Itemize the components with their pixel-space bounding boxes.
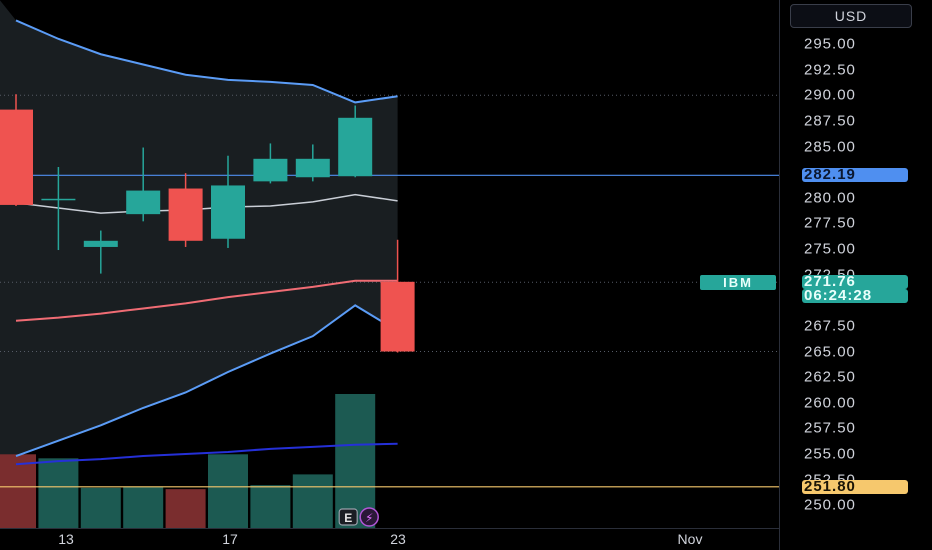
candle-body: [253, 158, 288, 182]
countdown-tag: 06:24:28: [802, 288, 908, 304]
price-tick-label: 290.00: [804, 86, 856, 104]
candle-body: [338, 117, 373, 177]
symbol-badge: IBM: [700, 275, 776, 291]
candle-body: [211, 185, 245, 239]
price-tick-label: 257.50: [804, 419, 856, 437]
time-label: 23: [390, 531, 406, 547]
price-tick-label: 275.00: [804, 240, 856, 258]
chart-area[interactable]: E ⚡ IBM: [0, 0, 779, 528]
candle-body: [41, 198, 76, 201]
price-tick-label: 287.50: [804, 112, 856, 130]
time-label: 17: [222, 531, 238, 547]
candle-body: [168, 188, 203, 241]
volume-bar: [0, 454, 36, 528]
price-tick-label: 260.00: [804, 394, 856, 412]
volume-bar: [123, 486, 164, 528]
earnings-icon: [338, 508, 358, 526]
volume-ma-line: [15, 442, 398, 466]
earnings-icon-label: E: [344, 511, 352, 525]
volume-bar: [292, 474, 333, 528]
time-axis[interactable]: 13 17 23 Nov: [0, 528, 779, 550]
price-tick-label: 277.50: [804, 214, 856, 232]
volume-bar: [165, 489, 206, 528]
crosshair-price-tag: 282.19: [802, 167, 908, 183]
price-tick-label: 250.00: [804, 496, 856, 514]
ema-line: [15, 279, 398, 322]
currency-button[interactable]: USD: [790, 4, 912, 28]
time-label: 13: [58, 531, 74, 547]
bollinger-upper-line: [15, 19, 398, 104]
volume-bar: [38, 458, 79, 528]
time-label: Nov: [677, 531, 703, 547]
flash-icon: ⚡: [365, 511, 373, 525]
price-tick-label: 265.00: [804, 343, 856, 360]
candle-body: [380, 281, 415, 352]
price-tick-label: 267.50: [804, 317, 856, 335]
volume-bar: [335, 394, 376, 528]
volume-level-tag: 251.80: [802, 479, 908, 494]
candle-body: [295, 158, 330, 178]
volume-bar: [80, 487, 121, 528]
last-price-tag: 271.76: [802, 274, 908, 290]
candle-body: [83, 240, 118, 247]
candle-body: [0, 109, 33, 205]
volume-bar: [208, 454, 248, 528]
price-tick-label: 285.00: [804, 138, 856, 155]
price-chart[interactable]: E ⚡: [0, 0, 779, 528]
price-tick-label: 255.00: [804, 445, 856, 463]
price-tick-label: 292.50: [804, 61, 856, 79]
bollinger-lower-line: [15, 304, 399, 457]
dividends-icon: [359, 507, 379, 527]
price-tick-label: 295.00: [804, 35, 856, 53]
price-axis[interactable]: USD 295.00 292.50 290.00 287.50 285.00 280.00…: [779, 0, 932, 550]
price-tick-label: 280.00: [804, 189, 856, 207]
price-tick-label: 262.50: [804, 368, 856, 386]
bollinger-basis-line: [15, 193, 398, 214]
candle-body: [126, 190, 161, 215]
volume-bar: [250, 485, 291, 528]
